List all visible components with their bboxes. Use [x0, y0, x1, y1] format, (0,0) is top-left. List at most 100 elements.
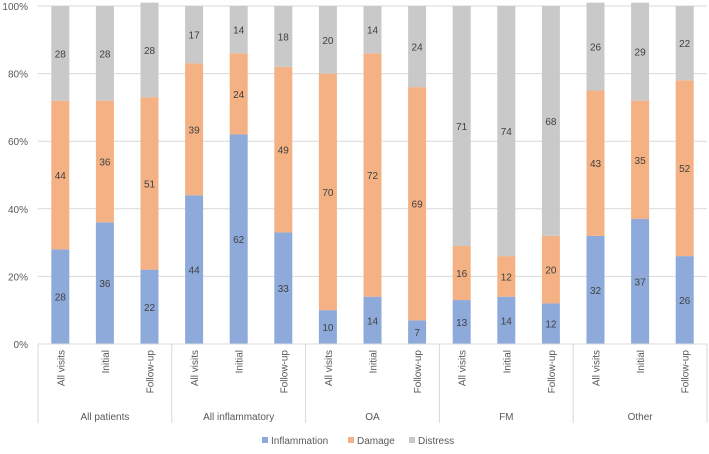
legend-label: Damage: [357, 436, 395, 447]
data-label: 71: [456, 122, 468, 133]
x-tick-label: Follow-up: [146, 350, 157, 394]
bar-segment-inflammation: [408, 320, 427, 344]
x-tick-label: Follow-up: [681, 350, 692, 394]
bar-segment-damage: [631, 100, 650, 219]
data-label: 28: [55, 49, 67, 60]
data-label: 52: [679, 164, 691, 175]
group-label: All patients: [80, 412, 129, 423]
x-tick-label: All visits: [56, 350, 67, 386]
bar-segment-distress: [497, 6, 516, 257]
bar-segment-distress: [140, 2, 159, 98]
data-label: 18: [278, 32, 290, 43]
data-label: 62: [233, 235, 245, 246]
bar-segment-inflammation: [274, 232, 293, 344]
bar-segment-damage: [318, 73, 337, 311]
group-label: Other: [628, 412, 654, 423]
data-label: 14: [367, 316, 379, 327]
bar-segment-damage: [185, 63, 204, 196]
data-label: 39: [189, 125, 201, 136]
x-tick-label: Initial: [235, 350, 246, 373]
bar-segment-damage: [229, 53, 248, 135]
bar-segment-damage: [541, 235, 560, 304]
x-tick-label: Follow-up: [413, 350, 424, 394]
bar-segment-distress: [51, 6, 70, 101]
data-label: 29: [635, 48, 647, 59]
bar-segment-damage: [675, 80, 694, 257]
data-label: 13: [456, 318, 468, 329]
group-label: All inflammatory: [203, 412, 274, 423]
data-label: 24: [412, 43, 424, 54]
data-label: 22: [144, 303, 156, 314]
data-label: 28: [55, 293, 67, 304]
bar-segment-distress: [452, 6, 471, 246]
data-label: 70: [322, 188, 334, 199]
legend-swatch-inflammation: [262, 437, 268, 443]
x-tick-label: Initial: [369, 350, 380, 373]
data-label: 43: [590, 159, 602, 170]
bar-segment-inflammation: [586, 235, 605, 344]
data-label: 26: [590, 43, 602, 54]
bar-segment-damage: [95, 100, 114, 223]
bar-segment-damage: [274, 66, 293, 233]
bar-segment-inflammation: [541, 303, 560, 344]
bar-segment-damage: [408, 87, 427, 321]
data-label: 12: [545, 320, 557, 331]
bar-segment-inflammation: [229, 134, 248, 344]
bar-segment-distress: [408, 6, 427, 88]
bar-segment-inflammation: [363, 296, 382, 344]
data-label: 17: [189, 31, 201, 42]
bar-segment-distress: [363, 6, 382, 54]
data-label: 14: [367, 26, 379, 37]
data-label: 28: [99, 49, 111, 60]
y-tick-label: 60%: [8, 137, 28, 148]
bar-segment-damage: [497, 256, 516, 297]
data-label: 16: [456, 269, 468, 280]
data-label: 44: [189, 266, 201, 277]
data-label: 7: [414, 328, 420, 339]
legend-swatch-distress: [409, 437, 415, 443]
x-tick-label: Initial: [101, 350, 112, 373]
bar-segment-inflammation: [675, 256, 694, 344]
bar-segment-inflammation: [318, 310, 337, 344]
data-label: 36: [99, 157, 111, 168]
bar-segment-damage: [363, 53, 382, 297]
data-label: 28: [144, 46, 156, 57]
y-tick-label: 80%: [8, 70, 28, 81]
y-tick-label: 20%: [8, 272, 28, 283]
data-label: 32: [590, 286, 602, 297]
data-label: 26: [679, 296, 691, 307]
legend-label: Distress: [418, 436, 454, 447]
x-tick-label: Initial: [636, 350, 647, 373]
group-label: FM: [499, 412, 513, 423]
data-label: 35: [635, 156, 647, 167]
x-tick-label: All visits: [592, 350, 603, 386]
y-tick-label: 100%: [2, 2, 28, 13]
data-label: 44: [55, 171, 67, 182]
data-label: 72: [367, 171, 379, 182]
x-tick-label: All visits: [190, 350, 201, 386]
data-label: 74: [501, 127, 513, 138]
data-label: 20: [545, 266, 557, 277]
bar-segment-distress: [318, 6, 337, 74]
data-label: 37: [635, 277, 647, 288]
x-tick-label: Follow-up: [547, 350, 558, 394]
group-label: OA: [365, 412, 380, 423]
bar-segment-distress: [185, 6, 204, 64]
bar-segment-damage: [140, 97, 159, 270]
data-label: 20: [322, 36, 334, 47]
data-label: 51: [144, 179, 156, 190]
bar-segment-inflammation: [497, 296, 516, 344]
y-tick-label: 0%: [14, 340, 29, 351]
bar-segment-distress: [541, 6, 560, 236]
bar-segment-inflammation: [185, 195, 204, 344]
data-label: 12: [501, 272, 513, 283]
x-tick-label: All visits: [324, 350, 335, 386]
data-label: 24: [233, 90, 245, 101]
bar-segment-distress: [229, 6, 248, 54]
x-tick-label: Initial: [502, 350, 513, 373]
bar-segment-inflammation: [140, 269, 159, 344]
bar-segment-inflammation: [452, 300, 471, 344]
data-label: 36: [99, 279, 111, 290]
data-label: 49: [278, 146, 290, 157]
